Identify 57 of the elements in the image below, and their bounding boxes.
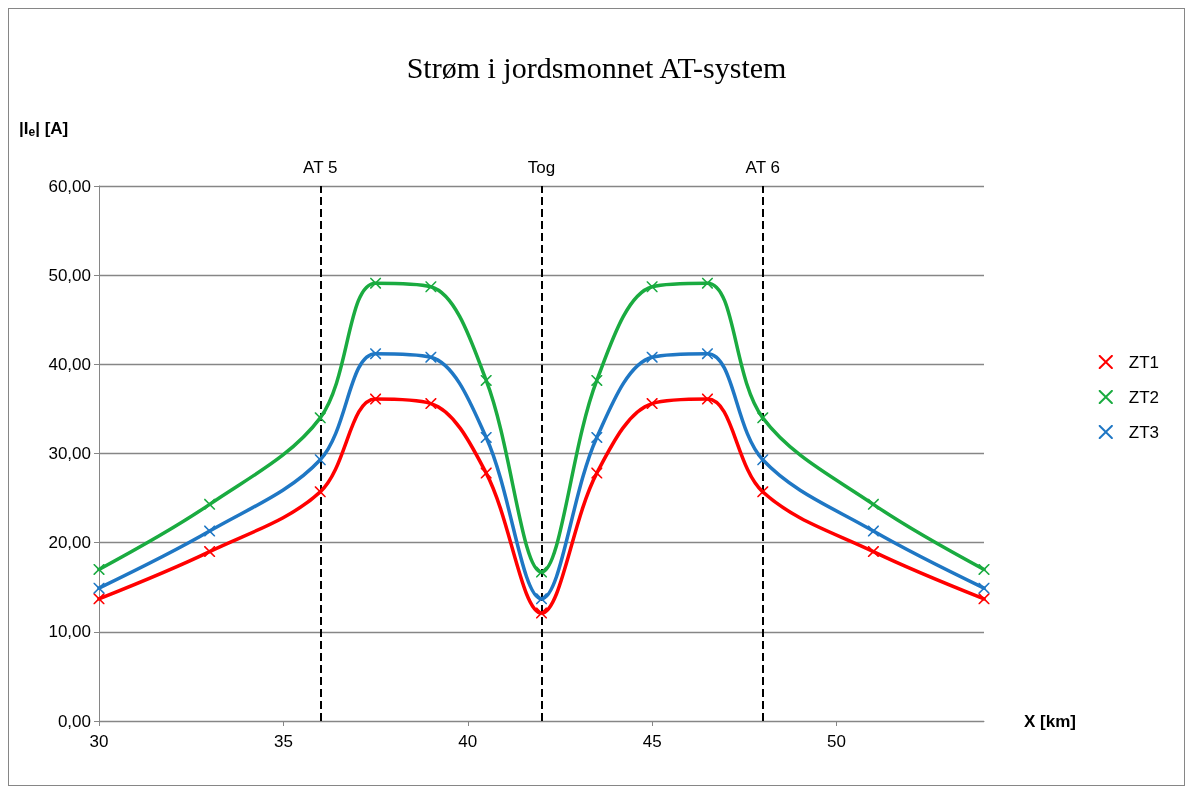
ref-line-label: AT 6 [745,158,780,177]
point [480,467,492,479]
point [204,525,216,537]
point [425,398,437,410]
point [867,498,879,510]
point [757,486,769,498]
point [314,486,326,498]
point [757,454,769,466]
ref-line-label: AT 5 [303,158,338,177]
x-axis-title: X [km] [1024,711,1076,731]
x-tick-label: 30 [89,732,109,751]
point [425,351,437,363]
point [314,412,326,424]
y-tick-label: 0,00 [57,711,91,731]
point [867,525,879,537]
point [204,546,216,558]
point [591,374,603,386]
legend-label: ZT1 [1128,352,1160,372]
point [701,277,713,289]
y-tick-label: 60,00 [48,176,91,196]
point [370,277,382,289]
chart-title: Strøm i jordsmonnet AT-system [406,50,787,84]
point [757,412,769,424]
y-tick-label: 40,00 [48,354,91,374]
point [867,546,879,558]
x-tick-label: 40 [458,732,478,751]
point [701,348,713,360]
point [536,593,547,605]
point [204,498,216,510]
point [314,454,326,466]
y-tick-label: 10,00 [48,622,91,642]
point [591,467,603,479]
y-tick-label: 30,00 [48,444,91,463]
point [591,431,603,443]
point [701,393,713,405]
point [536,566,547,578]
point [646,398,658,410]
y-tick-label: 50,00 [48,265,91,285]
ref-line-label: Tog [527,158,556,177]
point [370,393,382,405]
point [978,563,990,575]
point [536,607,547,619]
point [370,348,382,360]
point [646,351,658,363]
point [978,582,990,594]
point [93,563,105,575]
x-tick-label: 50 [827,732,846,751]
point [425,281,437,293]
y-tick-label: 20,00 [48,533,91,553]
legend-label: ZT2 [1128,387,1160,407]
point [646,281,658,293]
x-tick-label: 45 [642,732,662,751]
legend-label: ZT3 [1128,422,1160,442]
x-tick-label: 35 [273,732,293,751]
point [480,374,492,386]
point [480,431,492,443]
point [93,582,105,594]
